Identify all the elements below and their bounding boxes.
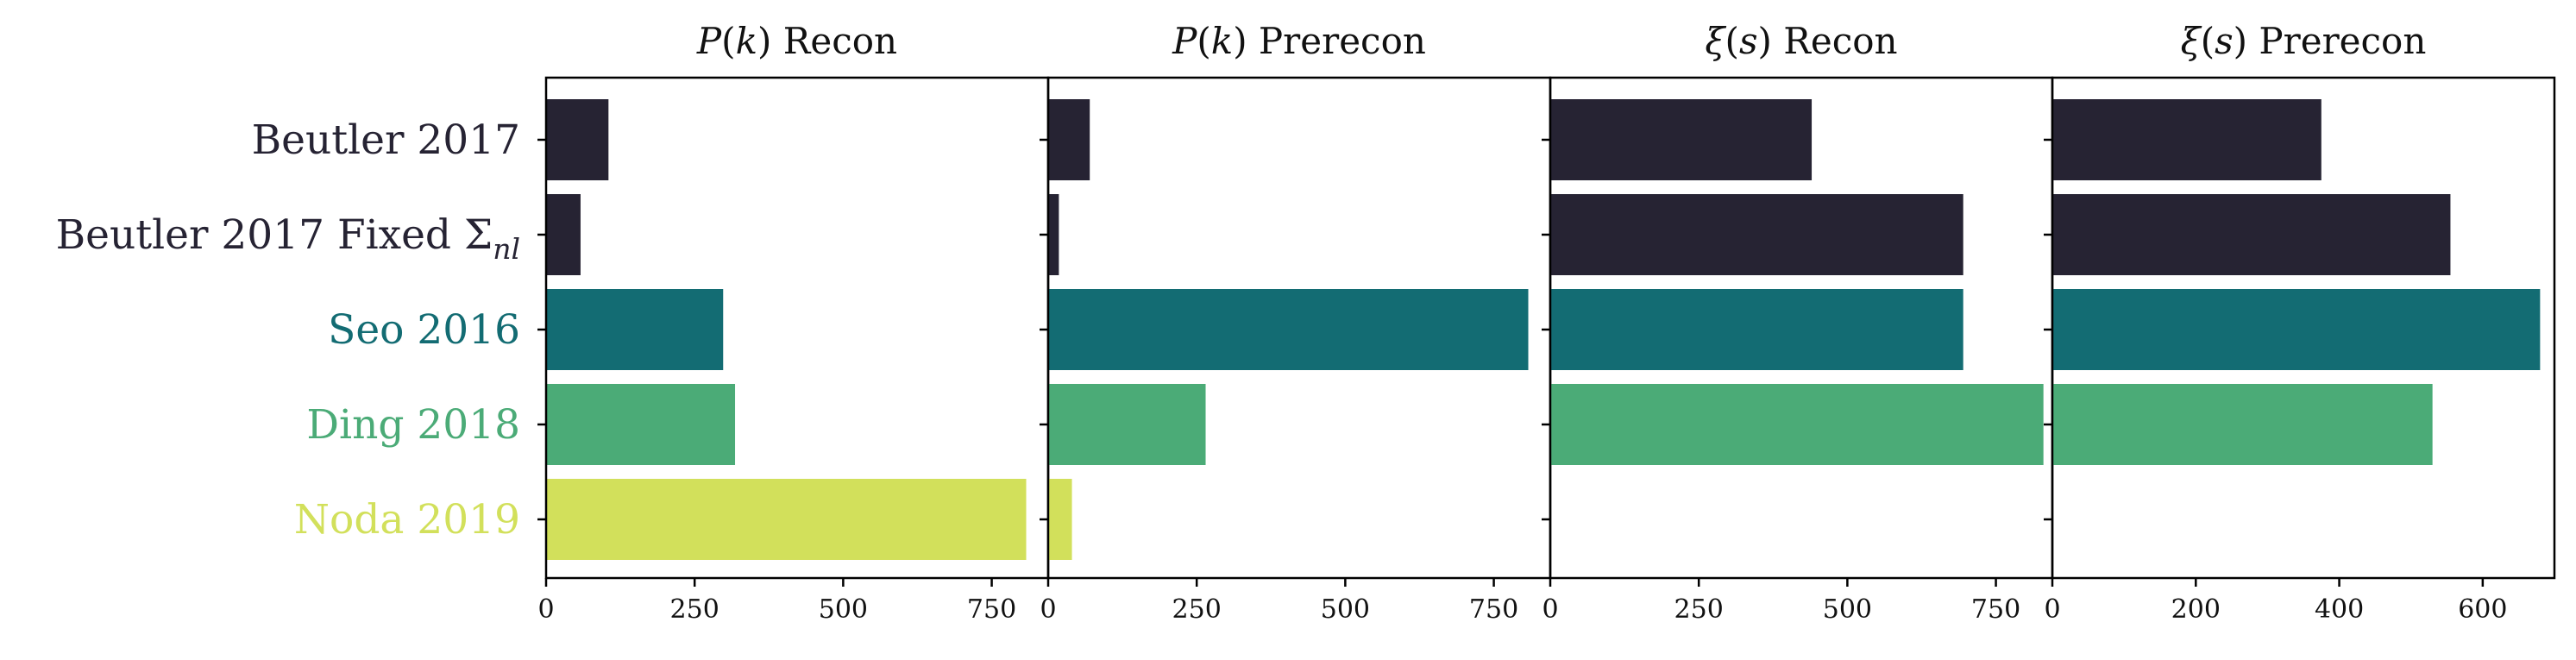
- x-tick-label: 750: [967, 594, 1016, 625]
- bar: [1048, 289, 1529, 370]
- bar: [2052, 384, 2433, 465]
- bar: [546, 479, 1027, 560]
- x-tick-label: 0: [537, 594, 554, 625]
- category-label: Seo 2016: [328, 306, 520, 354]
- panel-2: 0 250 500 750 P(k) Prerecon: [1040, 20, 1552, 625]
- bar: [1048, 99, 1090, 180]
- panel-title: ξ(s) Recon: [1705, 20, 1897, 62]
- bar: [546, 384, 736, 465]
- x-tick-label: 750: [1469, 594, 1518, 625]
- bar: [1048, 384, 1206, 465]
- bar: [546, 289, 724, 370]
- x-tick-label: 250: [1674, 594, 1724, 625]
- bar: [1550, 384, 2044, 465]
- x-tick-label: 400: [2315, 594, 2364, 625]
- bar: [1550, 99, 1813, 180]
- category-label: Beutler 2017 Fixed Σnl: [56, 211, 520, 266]
- bar: [1048, 479, 1072, 560]
- x-tick-label: 200: [2171, 594, 2221, 625]
- category-label: Ding 2018: [306, 401, 520, 449]
- panel-title: P(k) Prerecon: [1172, 20, 1426, 62]
- x-tick-label: 500: [1321, 594, 1370, 625]
- panel-1: 0 250 500 750 P(k) Recon: [537, 20, 1050, 625]
- x-tick-label: 250: [670, 594, 719, 625]
- panel-title: ξ(s) Prerecon: [2181, 20, 2427, 62]
- bar: [1550, 194, 1963, 275]
- panel-4: 0 200 400 600 ξ(s) Prerecon: [2044, 20, 2556, 625]
- x-tick-label: 750: [1971, 594, 2020, 625]
- bar: [2052, 194, 2451, 275]
- bar: [1550, 289, 1963, 370]
- x-tick-label: 0: [2044, 594, 2060, 625]
- panel-frame: [2051, 76, 2556, 580]
- bar: [1048, 194, 1059, 275]
- bar: [546, 194, 581, 275]
- x-tick-label: 0: [1040, 594, 1056, 625]
- category-label: Noda 2019: [294, 496, 520, 544]
- panel-3: 0 250 500 750 ξ(s) Recon: [1542, 20, 2054, 625]
- x-tick-label: 500: [1823, 594, 1872, 625]
- panel-title: P(k) Recon: [696, 20, 897, 62]
- category-label: Beutler 2017: [252, 116, 520, 164]
- category-labels: Beutler 2017 Beutler 2017 Fixed Σnl Seo 20…: [56, 116, 520, 544]
- chart-panels: 0 250 500 750 P(k) Recon 0 250 500 750 P(k) Prere…: [537, 20, 2556, 625]
- x-tick-label: 600: [2458, 594, 2507, 625]
- bar: [2052, 99, 2322, 180]
- x-tick-label: 500: [819, 594, 868, 625]
- x-tick-label: 250: [1172, 594, 1222, 625]
- bar: [546, 99, 609, 180]
- x-tick-label: 0: [1542, 594, 1558, 625]
- bar: [2052, 289, 2541, 370]
